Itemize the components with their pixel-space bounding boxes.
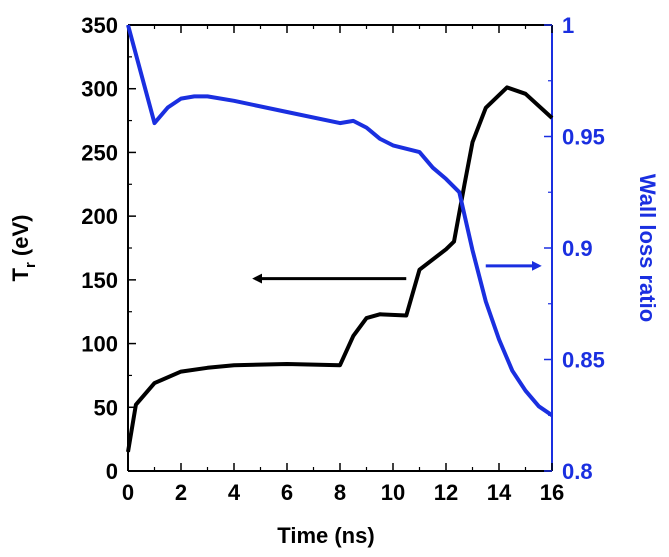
y-left-tick-label: 350 [81, 13, 118, 38]
y-left-axis-title: Tr (eV) [8, 215, 39, 282]
y-right-tick-label: 0.85 [562, 348, 605, 373]
y-left-tick-label: 300 [81, 77, 118, 102]
y-right-tick-label: 0.9 [562, 236, 593, 261]
x-tick-label: 2 [175, 480, 187, 505]
x-tick-label: 10 [381, 480, 405, 505]
y-right-tick-label: 1 [562, 13, 574, 38]
y-left-tick-label: 100 [81, 332, 118, 357]
x-tick-label: 8 [334, 480, 346, 505]
y-right-axis-title: Wall loss ratio [635, 174, 660, 322]
x-tick-label: 6 [281, 480, 293, 505]
y-left-title-sub: r [22, 262, 39, 268]
y-right-tick-label: 0.95 [562, 125, 605, 150]
plot-frame [127, 24, 553, 472]
y-left-tick-label: 250 [81, 140, 118, 165]
y-left-tick-label: 0 [106, 459, 118, 484]
x-tick-label: 0 [122, 480, 134, 505]
y-left-tick-label: 50 [94, 395, 118, 420]
y-right-tick-label: 0.8 [562, 459, 593, 484]
x-axis-title: Time (ns) [277, 523, 374, 548]
tr-line [126, 85, 554, 453]
y-left-tick-label: 200 [81, 204, 118, 229]
wall-loss-ratio-line [126, 24, 554, 417]
x-tick-label: 14 [487, 480, 512, 505]
tick-labels: 0 2 4 6 8 10 12 14 16 0 50 100 150 200 250 300 350 0.8 0.8… [81, 13, 605, 505]
x-tick-label: 12 [434, 480, 458, 505]
annotation-layer [252, 260, 542, 284]
x-tick-label: 4 [228, 480, 241, 505]
series-layer [126, 24, 554, 453]
x-tick-label: 16 [540, 480, 564, 505]
y-left-title-unit: (eV) [8, 215, 33, 263]
y-left-title-main: T [8, 267, 33, 281]
ticks [127, 24, 553, 472]
y-left-tick-label: 150 [81, 268, 118, 293]
